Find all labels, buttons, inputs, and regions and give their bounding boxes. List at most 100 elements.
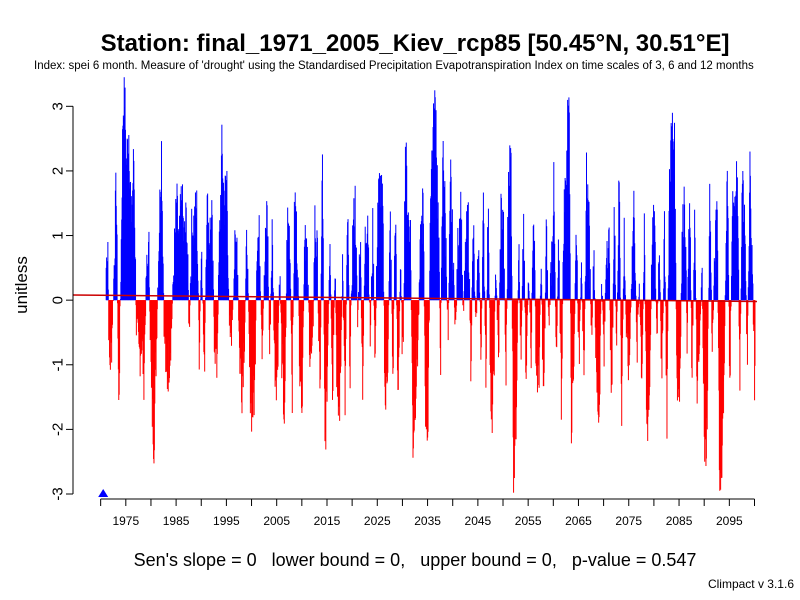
data-bar [659, 279, 661, 301]
data-bar [119, 300, 121, 374]
data-bar [666, 300, 668, 369]
data-bar [199, 300, 201, 312]
data-bar [712, 300, 714, 311]
data-bar [599, 300, 601, 395]
data-bar [700, 300, 701, 315]
data-bar [579, 300, 581, 310]
data-bar [375, 300, 377, 309]
data-bar [480, 300, 482, 348]
data-bar [445, 238, 447, 301]
data-bar [740, 300, 742, 314]
data-bar [680, 300, 682, 337]
data-bar [539, 300, 541, 348]
data-bar [292, 300, 294, 318]
data-bar [363, 300, 365, 336]
data-bar [580, 262, 582, 301]
data-bar [290, 288, 292, 301]
data-bar [675, 262, 677, 301]
data-bar [258, 215, 260, 301]
data-bar [438, 271, 440, 301]
data-bar [237, 298, 239, 301]
data-bar [601, 295, 603, 301]
data-bar [619, 201, 621, 301]
data-bar [747, 300, 749, 316]
data-bar [456, 300, 458, 306]
data-bar [171, 300, 173, 304]
data-bar [520, 300, 522, 360]
data-bar [402, 300, 404, 342]
chart-subtitle: Index: spei 6 month. Measure of 'drought… [34, 60, 754, 72]
data-bar [187, 290, 189, 301]
data-bar [260, 299, 262, 301]
data-bar [232, 300, 234, 310]
data-bar [619, 297, 621, 301]
data-bar [729, 300, 731, 376]
data-bar [687, 300, 689, 323]
data-bar [523, 213, 525, 301]
data-bar [323, 299, 325, 301]
data-bar [451, 209, 453, 301]
data-bar [622, 300, 624, 320]
data-bar [689, 237, 691, 301]
data-bar [463, 300, 465, 311]
data-bar [642, 300, 644, 335]
data-bar [544, 300, 546, 329]
data-bar [189, 300, 191, 306]
data-bar [448, 300, 450, 304]
data-bar [298, 295, 300, 301]
data-bar [319, 300, 321, 380]
data-bar [744, 243, 746, 301]
data-bar [360, 242, 362, 301]
data-bar [171, 300, 173, 320]
data-bar [558, 260, 560, 301]
x-tick-label: 1975 [112, 514, 139, 528]
data-bar [701, 267, 703, 301]
data-bar [278, 300, 280, 306]
data-bar [635, 280, 637, 301]
y-axis-label: unitless [12, 256, 31, 314]
data-bar [393, 300, 395, 310]
x-tick-label: 2055 [515, 514, 542, 528]
data-bar [438, 237, 440, 301]
data-bar [197, 280, 199, 301]
data-bar [107, 242, 109, 301]
data-bar [488, 294, 490, 301]
data-bar [738, 269, 740, 301]
data-bar [242, 300, 244, 388]
data-bar [461, 274, 463, 301]
data-bar [212, 260, 214, 301]
data-bar [621, 300, 623, 377]
data-bar [667, 300, 669, 332]
data-bar [277, 300, 279, 367]
data-bar [247, 268, 249, 301]
data-bar [745, 295, 747, 301]
data-bar [479, 292, 481, 301]
data-bar [634, 243, 636, 301]
data-bar [211, 214, 213, 301]
data-bar [162, 263, 164, 301]
data-bar [201, 287, 203, 301]
y-tick-label: 2 [50, 167, 67, 175]
data-bar [320, 300, 322, 328]
data-bar [745, 281, 747, 301]
data-bar [644, 255, 646, 301]
data-bar [373, 263, 375, 301]
data-bar [357, 300, 359, 310]
data-bar [345, 300, 347, 305]
data-bar [650, 300, 652, 335]
x-tick-label: 1995 [213, 514, 240, 528]
data-bar [374, 300, 376, 354]
data-bar [119, 300, 121, 307]
data-bar [415, 300, 417, 387]
y-tick-label: 1 [50, 231, 67, 239]
data-bar [329, 275, 331, 301]
data-bar [638, 283, 640, 301]
data-bar [148, 231, 150, 301]
data-bar [692, 300, 694, 326]
data-bar [728, 275, 730, 301]
data-bar [569, 194, 571, 301]
data-bar [659, 292, 661, 301]
data-bar [562, 300, 564, 305]
data-bar [593, 290, 595, 301]
data-bar [506, 300, 508, 309]
